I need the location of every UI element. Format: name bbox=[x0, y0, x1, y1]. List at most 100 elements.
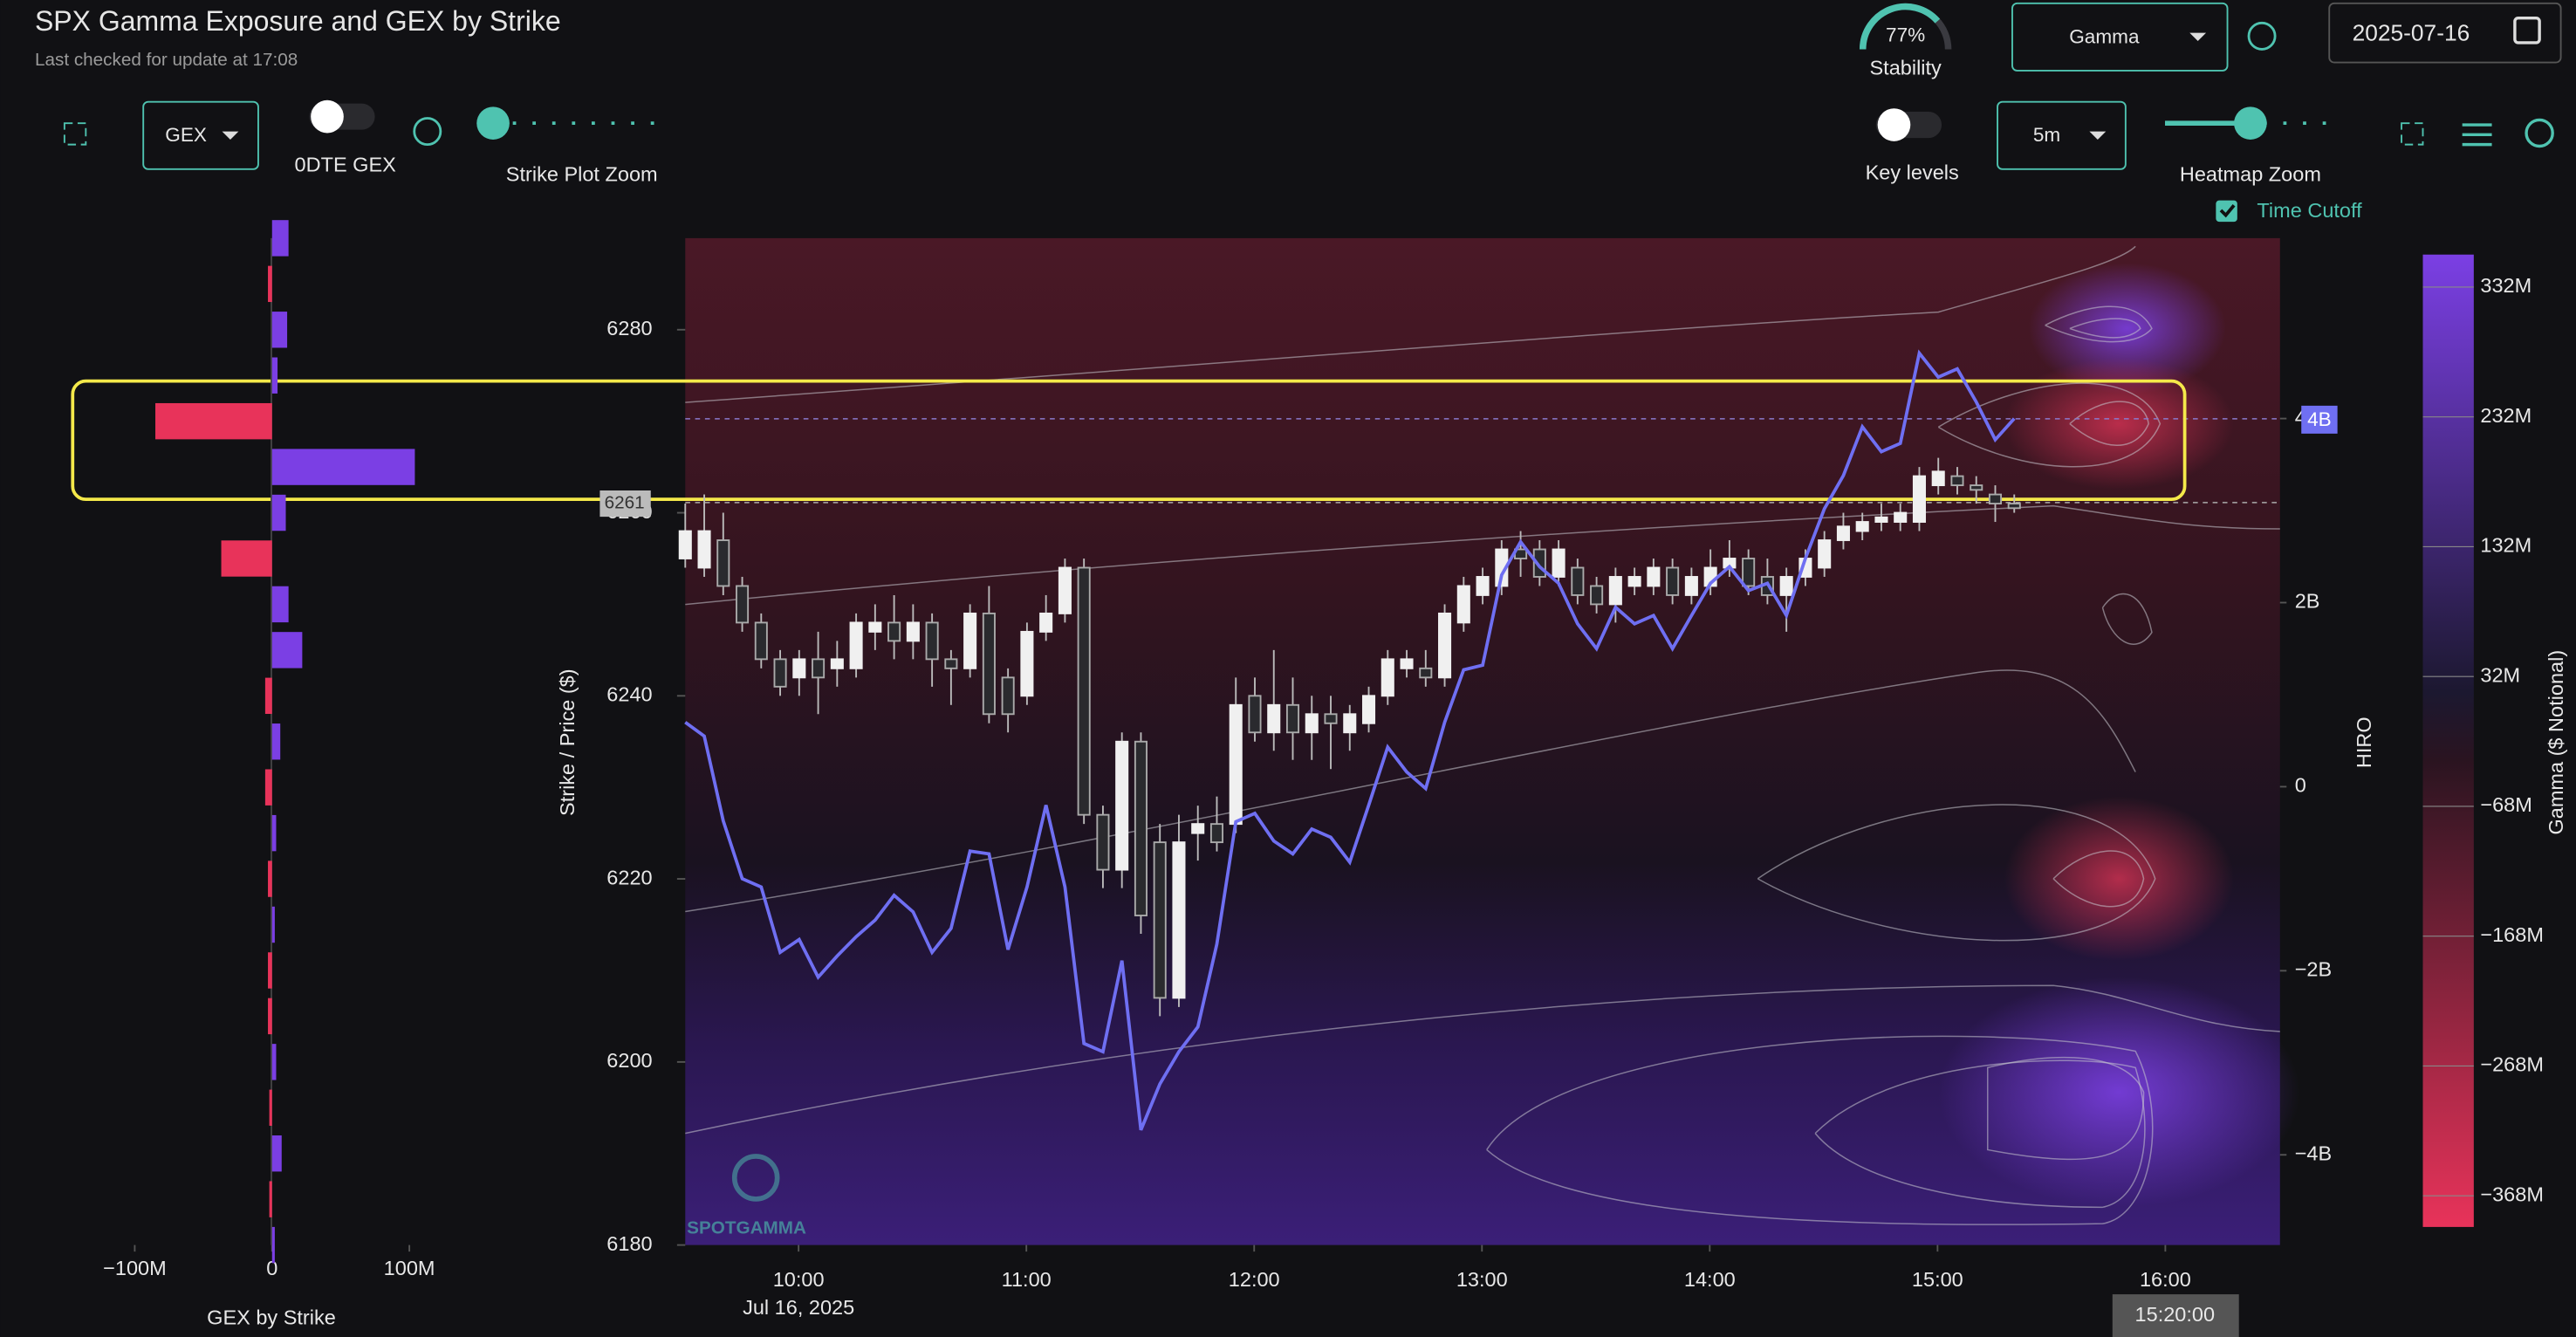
date-text: 2025-07-16 bbox=[2353, 19, 2470, 45]
candle-body bbox=[1172, 841, 1186, 999]
candle-body bbox=[1229, 703, 1243, 826]
y-tick-label: 6200 bbox=[606, 1049, 652, 1072]
colorbar-tick-label: 232M bbox=[2480, 404, 2531, 427]
x-tick-label: 13:00 bbox=[1456, 1268, 1508, 1291]
checkmark bbox=[2219, 204, 2236, 218]
candle-body bbox=[697, 530, 711, 569]
x-tick-label: 12:00 bbox=[1229, 1268, 1280, 1291]
candle-body bbox=[1305, 713, 1319, 734]
candle-body bbox=[849, 621, 863, 669]
candle-body bbox=[754, 621, 768, 661]
x-tick-label: 11:00 bbox=[1002, 1268, 1052, 1291]
dropdown-caret bbox=[2189, 32, 2207, 42]
gex-bar bbox=[271, 1226, 275, 1264]
x-tick-label: 0 bbox=[266, 1257, 277, 1279]
gex-select-text: GEX bbox=[165, 124, 207, 146]
candle-body bbox=[1836, 525, 1850, 541]
candle-body bbox=[1894, 511, 1908, 523]
date-field[interactable] bbox=[2328, 2, 2562, 64]
candle-body bbox=[1627, 576, 1641, 587]
x-tick-label: −100M bbox=[103, 1257, 167, 1279]
heatmap-zoom-label: Heatmap Zoom bbox=[2180, 163, 2321, 186]
gex-bar bbox=[271, 494, 286, 531]
heat-blob bbox=[2004, 796, 2235, 962]
candle-body bbox=[1380, 658, 1394, 697]
settings-icon[interactable] bbox=[2462, 123, 2492, 147]
candle-body bbox=[1020, 630, 1034, 697]
stability-caption: Stability bbox=[1869, 56, 1942, 79]
slider-knob[interactable] bbox=[476, 106, 510, 140]
expand-icon[interactable] bbox=[63, 122, 87, 146]
calendar-icon[interactable] bbox=[2513, 17, 2541, 45]
last-value-badge bbox=[2301, 405, 2338, 434]
candle-body bbox=[887, 621, 901, 642]
x-tick-label: 100M bbox=[384, 1257, 435, 1279]
candle-body bbox=[925, 621, 939, 661]
slider-knob[interactable] bbox=[2234, 106, 2267, 140]
gex-bar bbox=[271, 586, 289, 623]
y2-tick-label: −2B bbox=[2295, 958, 2333, 981]
gex-bar bbox=[271, 814, 277, 852]
y-tick-label: 6180 bbox=[606, 1232, 652, 1255]
colorbar-tick-label: −68M bbox=[2480, 793, 2531, 816]
candle-body bbox=[792, 658, 806, 679]
candle-body bbox=[868, 621, 882, 633]
y-axis-label: Strike / Price ($) bbox=[556, 668, 579, 816]
toggle-knob[interactable] bbox=[1877, 108, 1911, 141]
gex-select[interactable] bbox=[142, 100, 259, 170]
candle-body bbox=[1419, 667, 1433, 679]
y2-tick-label: 2B bbox=[2295, 590, 2320, 613]
gex-bar bbox=[271, 312, 288, 348]
gex-bar bbox=[268, 860, 272, 897]
cursor-label: 15:20:00 bbox=[2135, 1303, 2216, 1326]
candle-body bbox=[1115, 740, 1129, 871]
toggle-knob[interactable] bbox=[311, 99, 344, 134]
x-tick-label: 10:00 bbox=[773, 1268, 825, 1291]
hiro-line bbox=[684, 349, 2016, 1131]
interval-select[interactable] bbox=[1997, 100, 2127, 170]
odte-label: 0DTE GEX bbox=[295, 153, 397, 175]
candle-body bbox=[1855, 521, 1869, 532]
heat-blob bbox=[2028, 263, 2226, 394]
candle-body bbox=[1077, 566, 1091, 816]
heat-blob bbox=[2004, 358, 2235, 490]
key-levels-label: Key levels bbox=[1866, 161, 1959, 184]
info-icon[interactable] bbox=[413, 117, 442, 147]
dropdown-caret bbox=[2089, 131, 2107, 140]
y2-tick-label: 0 bbox=[2295, 774, 2306, 797]
candle-body bbox=[1552, 548, 1565, 578]
candle-body bbox=[1988, 493, 2003, 504]
checkbox[interactable] bbox=[2216, 200, 2237, 223]
candle-body bbox=[1001, 676, 1015, 716]
gauge-arc bbox=[1859, 3, 1941, 50]
colorbar-tick-label: −368M bbox=[2480, 1183, 2544, 1205]
candle-body bbox=[1267, 703, 1281, 734]
expand-icon[interactable] bbox=[2401, 122, 2424, 146]
colorbar-tick-label: 132M bbox=[2480, 534, 2531, 557]
gex-bar bbox=[271, 357, 278, 394]
candle-body bbox=[1912, 475, 1926, 523]
colorbar-tick-label: 32M bbox=[2480, 663, 2520, 686]
stability-value: 77% bbox=[1886, 24, 1925, 45]
candle-body bbox=[1571, 566, 1585, 596]
x-tick-label: 14:00 bbox=[1684, 1268, 1736, 1291]
dropdown-caret bbox=[222, 131, 239, 140]
candle-body bbox=[1058, 566, 1072, 614]
candle-body bbox=[830, 658, 844, 669]
info-icon[interactable] bbox=[2247, 21, 2277, 51]
metric-select[interactable] bbox=[2011, 2, 2229, 72]
candle-body bbox=[1343, 713, 1357, 734]
price-label: 6261 bbox=[605, 493, 645, 513]
colorbar-tick-label: −268M bbox=[2480, 1053, 2544, 1076]
time-cutoff-label: Time Cutoff bbox=[2257, 199, 2362, 222]
strike-zoom-label: Strike Plot Zoom bbox=[506, 163, 658, 186]
candle-body bbox=[1209, 823, 1223, 844]
gex-bar bbox=[271, 906, 275, 943]
subtitle: Last checked for update at 17:08 bbox=[35, 50, 298, 70]
theme-icon[interactable] bbox=[2525, 118, 2554, 148]
y-tick-label: 6220 bbox=[606, 866, 652, 888]
cursor-badge bbox=[2112, 1294, 2239, 1337]
candle-body bbox=[1931, 470, 1945, 487]
title: SPX Gamma Exposure and GEX by Strike bbox=[35, 5, 561, 37]
candle-body bbox=[1361, 695, 1376, 724]
